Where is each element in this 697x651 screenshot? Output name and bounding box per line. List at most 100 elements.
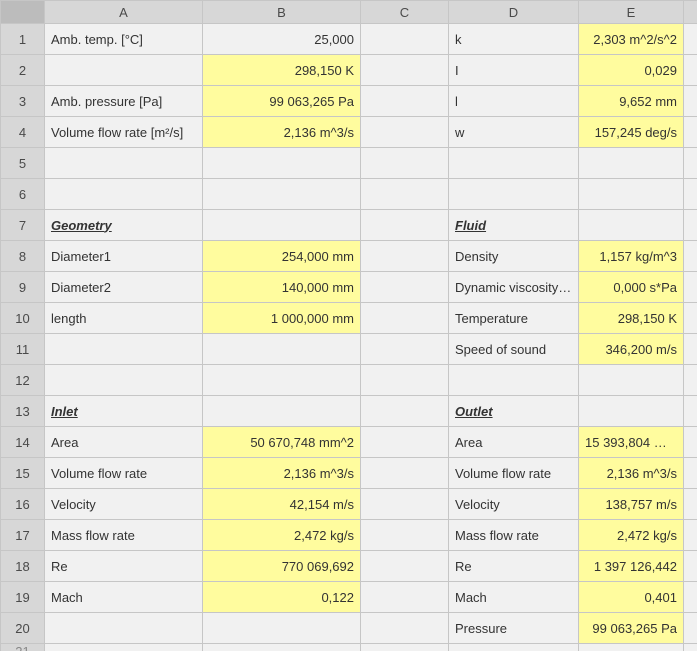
cell[interactable]: [684, 55, 697, 86]
cell[interactable]: l: [449, 86, 579, 117]
cell[interactable]: [684, 241, 697, 272]
col-header[interactable]: [684, 1, 697, 24]
cell[interactable]: [579, 396, 684, 427]
cell[interactable]: 15 393,804 m…: [579, 427, 684, 458]
cell[interactable]: Velocity: [45, 489, 203, 520]
cell[interactable]: [203, 334, 361, 365]
cell[interactable]: [203, 179, 361, 210]
cell[interactable]: 99 063,265 Pa: [203, 86, 361, 117]
cell[interactable]: [684, 179, 697, 210]
row-header[interactable]: 11: [1, 334, 45, 365]
cell[interactable]: [45, 644, 203, 651]
cell[interactable]: [579, 644, 684, 651]
row-header[interactable]: 5: [1, 148, 45, 179]
row-header[interactable]: 8: [1, 241, 45, 272]
cell[interactable]: [361, 613, 449, 644]
cell[interactable]: [361, 86, 449, 117]
spreadsheet-grid[interactable]: A B C D E 1Amb. temp. [°C]25,000k2,303 m…: [0, 0, 697, 651]
cell[interactable]: Mach: [45, 582, 203, 613]
cell[interactable]: [45, 334, 203, 365]
cell[interactable]: [579, 179, 684, 210]
row-header[interactable]: 6: [1, 179, 45, 210]
cell[interactable]: [684, 24, 697, 55]
cell[interactable]: Geometry: [45, 210, 203, 241]
cell[interactable]: [684, 582, 697, 613]
cell[interactable]: [203, 644, 361, 651]
cell[interactable]: 0,029: [579, 55, 684, 86]
cell[interactable]: [361, 303, 449, 334]
cell[interactable]: [361, 365, 449, 396]
row-header[interactable]: 18: [1, 551, 45, 582]
cell[interactable]: 2,472 kg/s: [579, 520, 684, 551]
row-header[interactable]: 14: [1, 427, 45, 458]
cell[interactable]: Volume flow rate: [449, 458, 579, 489]
cell[interactable]: Mach: [449, 582, 579, 613]
cell[interactable]: [361, 55, 449, 86]
cell[interactable]: Area: [45, 427, 203, 458]
cell[interactable]: Outlet: [449, 396, 579, 427]
cell[interactable]: [361, 179, 449, 210]
cell[interactable]: Volume flow rate [m²/s]: [45, 117, 203, 148]
cell[interactable]: [361, 520, 449, 551]
cell[interactable]: 42,154 m/s: [203, 489, 361, 520]
cell[interactable]: Dynamic viscosity …: [449, 272, 579, 303]
cell[interactable]: Amb. pressure [Pa]: [45, 86, 203, 117]
cell[interactable]: Fluid: [449, 210, 579, 241]
cell[interactable]: Speed of sound: [449, 334, 579, 365]
cell[interactable]: 0,122: [203, 582, 361, 613]
cell[interactable]: [684, 303, 697, 334]
row-header[interactable]: 19: [1, 582, 45, 613]
cell[interactable]: [449, 148, 579, 179]
cell[interactable]: [579, 210, 684, 241]
cell[interactable]: 25,000: [203, 24, 361, 55]
cell[interactable]: 298,150 K: [579, 303, 684, 334]
cell[interactable]: [361, 489, 449, 520]
cell[interactable]: [361, 334, 449, 365]
cell[interactable]: [684, 489, 697, 520]
cell[interactable]: [684, 365, 697, 396]
cell[interactable]: [361, 210, 449, 241]
row-header[interactable]: 16: [1, 489, 45, 520]
cell[interactable]: [684, 272, 697, 303]
cell[interactable]: [361, 551, 449, 582]
row-header[interactable]: 2: [1, 55, 45, 86]
cell[interactable]: 99 063,265 Pa: [579, 613, 684, 644]
row-header[interactable]: 21: [1, 644, 45, 651]
row-header[interactable]: 15: [1, 458, 45, 489]
col-header[interactable]: A: [45, 1, 203, 24]
col-header[interactable]: D: [449, 1, 579, 24]
cell[interactable]: 0,000 s*Pa: [579, 272, 684, 303]
cell[interactable]: [203, 148, 361, 179]
cell[interactable]: [579, 365, 684, 396]
cell[interactable]: 1 397 126,442: [579, 551, 684, 582]
cell[interactable]: [449, 365, 579, 396]
cell[interactable]: [684, 334, 697, 365]
cell[interactable]: [203, 210, 361, 241]
select-all-corner[interactable]: [1, 1, 45, 24]
cell[interactable]: 346,200 m/s: [579, 334, 684, 365]
row-header[interactable]: 13: [1, 396, 45, 427]
cell[interactable]: [203, 365, 361, 396]
cell[interactable]: Mass flow rate: [449, 520, 579, 551]
cell[interactable]: [203, 396, 361, 427]
cell[interactable]: Density: [449, 241, 579, 272]
cell[interactable]: 157,245 deg/s: [579, 117, 684, 148]
cell[interactable]: I: [449, 55, 579, 86]
cell[interactable]: 1 000,000 mm: [203, 303, 361, 334]
cell[interactable]: [684, 427, 697, 458]
cell[interactable]: Pressure: [449, 613, 579, 644]
cell[interactable]: [361, 241, 449, 272]
cell[interactable]: 0,401: [579, 582, 684, 613]
cell[interactable]: [684, 396, 697, 427]
row-header[interactable]: 10: [1, 303, 45, 334]
col-header[interactable]: E: [579, 1, 684, 24]
cell[interactable]: k: [449, 24, 579, 55]
cell[interactable]: [45, 148, 203, 179]
cell[interactable]: [684, 210, 697, 241]
cell[interactable]: [361, 582, 449, 613]
cell[interactable]: [684, 613, 697, 644]
cell[interactable]: Re: [449, 551, 579, 582]
cell[interactable]: 298,150 K: [203, 55, 361, 86]
cell[interactable]: 770 069,692: [203, 551, 361, 582]
cell[interactable]: [361, 644, 449, 651]
